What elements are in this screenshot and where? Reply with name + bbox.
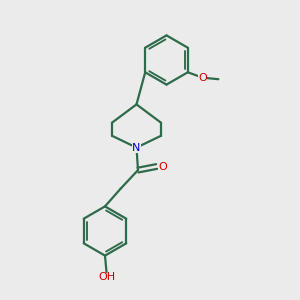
Text: O: O [198, 73, 207, 83]
Text: OH: OH [98, 272, 115, 283]
Text: O: O [159, 161, 168, 172]
Text: N: N [132, 142, 141, 153]
